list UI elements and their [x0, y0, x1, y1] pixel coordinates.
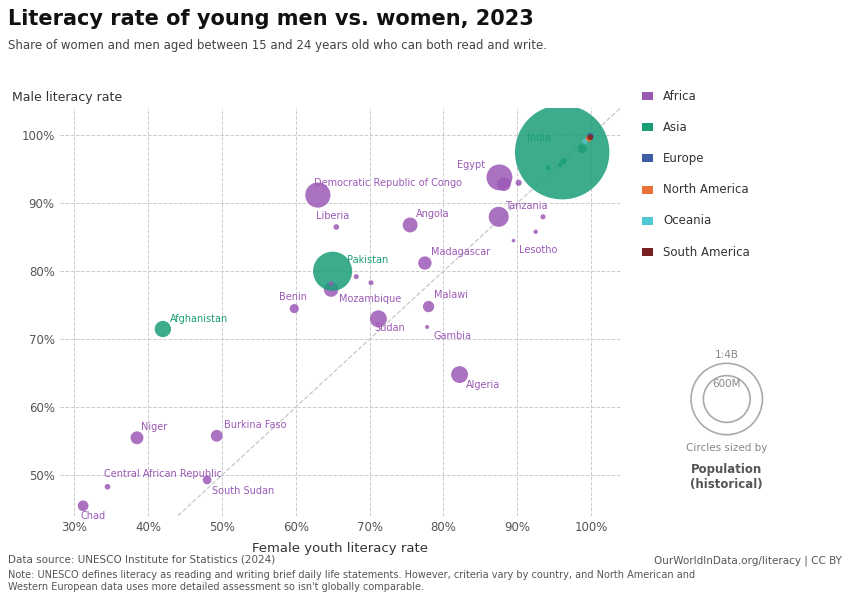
Text: Central African Republic: Central African Republic — [104, 469, 222, 479]
Point — [583, 133, 597, 142]
Text: Democratic Republic of Congo: Democratic Republic of Congo — [314, 178, 462, 188]
Point — [529, 227, 542, 236]
Point — [492, 212, 506, 221]
Text: Europe: Europe — [663, 152, 705, 165]
Text: Liberia: Liberia — [315, 211, 348, 221]
Text: Population
(historical): Population (historical) — [690, 463, 763, 491]
Point — [371, 314, 385, 323]
Point — [453, 370, 467, 379]
Text: Male literacy rate: Male literacy rate — [12, 91, 122, 104]
Point — [349, 272, 363, 281]
Text: 1:4B: 1:4B — [715, 350, 739, 360]
Point — [364, 278, 377, 287]
Point — [555, 148, 569, 157]
Point — [287, 304, 301, 313]
Text: Burkina Faso: Burkina Faso — [224, 419, 286, 430]
Text: Madagascar: Madagascar — [431, 247, 490, 257]
Text: North America: North America — [663, 183, 749, 196]
Text: 600M: 600M — [712, 379, 741, 389]
Text: South Sudan: South Sudan — [212, 485, 274, 496]
Point — [403, 220, 416, 230]
Point — [210, 431, 224, 440]
Text: Africa: Africa — [663, 89, 697, 103]
Point — [557, 156, 570, 166]
Text: Our World
in Data: Our World in Data — [723, 22, 790, 50]
Point — [497, 179, 511, 189]
Text: Oceania: Oceania — [663, 214, 711, 227]
Text: Mozambique: Mozambique — [338, 294, 400, 304]
Point — [311, 190, 325, 200]
Text: Literacy rate of young men vs. women, 2023: Literacy rate of young men vs. women, 20… — [8, 9, 535, 29]
Point — [575, 144, 589, 154]
Text: Pakistan: Pakistan — [348, 255, 388, 265]
Point — [582, 134, 596, 143]
Text: Angola: Angola — [416, 209, 450, 219]
Point — [330, 222, 343, 232]
Text: Gambia: Gambia — [433, 331, 471, 341]
Text: Share of women and men aged between 15 and 24 years old who can both read and wr: Share of women and men aged between 15 a… — [8, 39, 547, 52]
Text: Algeria: Algeria — [466, 380, 500, 390]
Point — [76, 501, 90, 511]
Point — [583, 132, 597, 142]
X-axis label: Female youth literacy rate: Female youth literacy rate — [252, 542, 428, 555]
Point — [325, 285, 338, 295]
Point — [541, 163, 555, 173]
Text: India: India — [527, 133, 551, 143]
Point — [507, 236, 520, 245]
Text: Chad: Chad — [81, 511, 106, 521]
Text: Niger: Niger — [141, 422, 167, 431]
Point — [578, 137, 592, 146]
Point — [512, 178, 525, 188]
Text: Tanzania: Tanzania — [505, 200, 547, 211]
Text: Sudan: Sudan — [374, 323, 405, 333]
Point — [422, 302, 435, 311]
Text: OurWorldInData.org/literacy | CC BY: OurWorldInData.org/literacy | CC BY — [654, 555, 842, 565]
Text: South America: South America — [663, 245, 750, 259]
Point — [325, 278, 338, 288]
Point — [553, 160, 567, 170]
Point — [493, 173, 507, 182]
Point — [420, 322, 434, 332]
Point — [326, 266, 339, 276]
Point — [536, 212, 550, 221]
Text: Note: UNESCO defines literacy as reading and writing brief daily life statements: Note: UNESCO defines literacy as reading… — [8, 570, 695, 592]
Text: Lesotho: Lesotho — [519, 245, 558, 255]
Point — [418, 258, 432, 268]
Text: Circles sized by: Circles sized by — [686, 443, 768, 453]
Text: Egypt: Egypt — [456, 160, 484, 170]
Point — [156, 324, 170, 334]
Text: Afghanistan: Afghanistan — [170, 314, 229, 324]
Point — [201, 475, 214, 485]
Point — [130, 433, 144, 443]
Text: Asia: Asia — [663, 121, 688, 134]
Text: Malawi: Malawi — [434, 290, 468, 301]
Point — [100, 482, 114, 491]
Text: Benin: Benin — [280, 292, 308, 302]
Text: Data source: UNESCO Institute for Statistics (2024): Data source: UNESCO Institute for Statis… — [8, 555, 275, 565]
